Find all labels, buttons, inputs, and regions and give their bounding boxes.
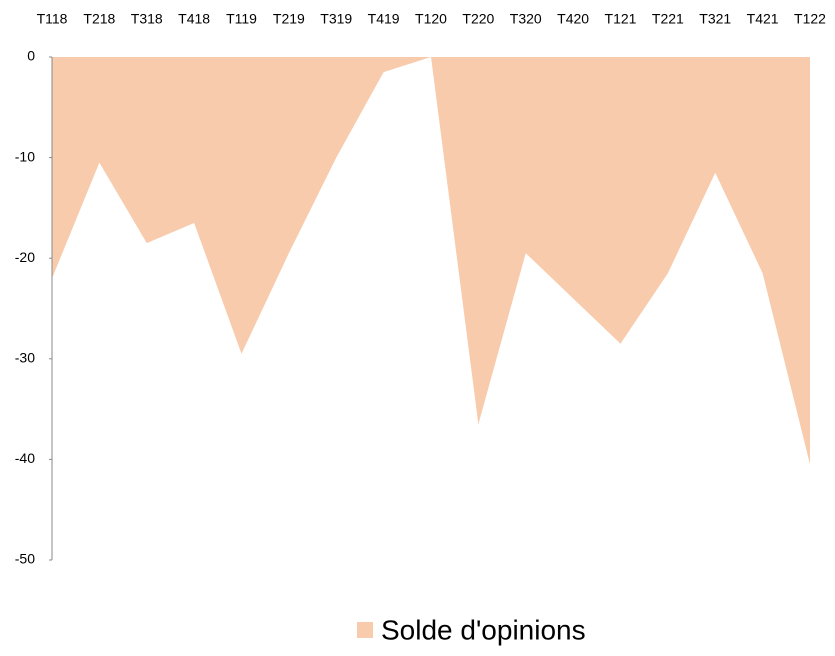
x-tick-label: T120 bbox=[415, 11, 447, 27]
x-tick-label: T318 bbox=[131, 11, 163, 27]
x-tick-label: T419 bbox=[368, 11, 400, 27]
x-tick-label: T420 bbox=[557, 11, 589, 27]
x-tick-label: T119 bbox=[226, 11, 257, 27]
x-tick-label: T321 bbox=[699, 11, 731, 27]
y-tick-label: -30 bbox=[15, 350, 35, 366]
legend-text: Solde d'opinions bbox=[381, 614, 586, 645]
x-tick-label: T121 bbox=[605, 11, 637, 27]
x-tick-label: T319 bbox=[320, 11, 352, 27]
x-tick-label: T421 bbox=[747, 11, 779, 27]
x-tick-label: T320 bbox=[510, 11, 542, 27]
y-tick-label: -40 bbox=[15, 450, 35, 466]
y-tick-label: -10 bbox=[15, 148, 35, 164]
x-tick-label: T118 bbox=[37, 11, 68, 27]
legend-swatch bbox=[357, 622, 373, 638]
x-tick-label: T122 bbox=[794, 11, 826, 27]
y-tick-label: 0 bbox=[27, 48, 35, 64]
x-tick-label: T418 bbox=[178, 11, 210, 27]
x-tick-label: T219 bbox=[273, 11, 305, 27]
x-tick-label: T218 bbox=[83, 11, 115, 27]
x-tick-label: T220 bbox=[462, 11, 494, 27]
y-tick-label: -50 bbox=[15, 551, 35, 567]
y-tick-label: -20 bbox=[15, 249, 35, 265]
x-tick-label: T221 bbox=[652, 11, 684, 27]
area bbox=[52, 57, 810, 465]
